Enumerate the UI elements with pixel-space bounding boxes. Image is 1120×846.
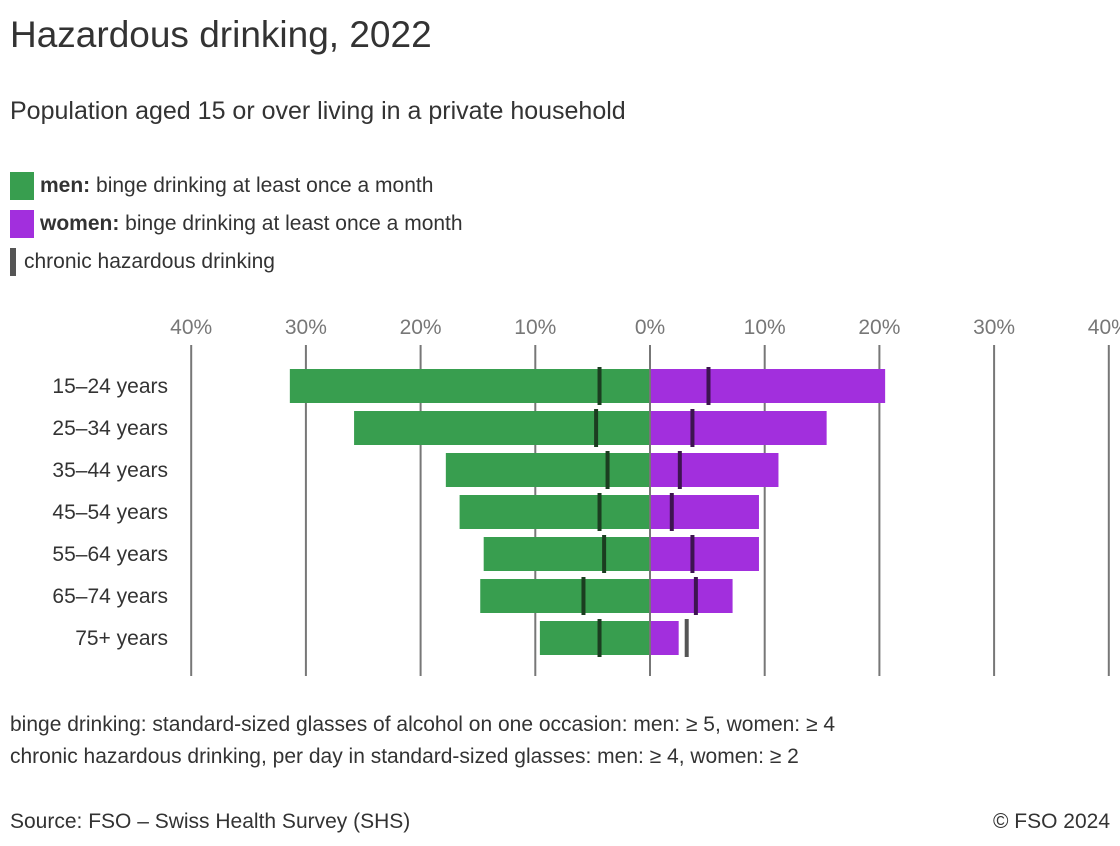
chart-plot: 40% 30% 20% 10% 0% 10% 20% 30% 40% 15–24 years 25–… [52, 316, 1120, 676]
marker-chronic-men [594, 409, 599, 447]
tick-label: 20% [858, 316, 900, 339]
bar-men [445, 453, 650, 487]
category-label: 65–74 years [52, 585, 168, 608]
bar-women [650, 369, 886, 403]
bar-women [650, 411, 827, 445]
bar-women [650, 621, 679, 655]
category-label: 35–44 years [52, 459, 168, 482]
marker-chronic-men [581, 577, 586, 615]
bar-men [480, 579, 650, 613]
tick-label: 0% [635, 316, 665, 339]
marker-chronic-men [597, 493, 602, 531]
legend-item-chronic: chronic hazardous drinking [10, 248, 275, 276]
legend-item-women: women: binge drinking at least once a mo… [10, 210, 463, 238]
marker-chronic-women [706, 367, 711, 405]
tick-label: 20% [400, 316, 442, 339]
bar-men [459, 495, 650, 529]
chart-title: Hazardous drinking, 2022 [10, 14, 432, 55]
tick-label: 40% [1088, 316, 1120, 339]
tick-label: 10% [514, 316, 556, 339]
legend-item-men: men: binge drinking at least once a mont… [10, 172, 433, 200]
footnote-chronic: chronic hazardous drinking, per day in s… [10, 745, 799, 768]
marker-chronic-women [684, 619, 689, 657]
bar-men [483, 537, 650, 571]
category-label: 55–64 years [52, 543, 168, 566]
marker-chronic-women [690, 535, 695, 573]
legend-swatch-chronic [10, 248, 16, 276]
legend-text: binge drinking at least once a month [90, 174, 434, 197]
tick-label: 10% [744, 316, 786, 339]
bar-women [650, 495, 759, 529]
marker-chronic-women [693, 577, 698, 615]
tick-label: 40% [170, 316, 212, 339]
legend-bold: men: [40, 174, 91, 197]
bar-men [354, 411, 650, 445]
bar-women [650, 579, 733, 613]
legend-swatch-men [10, 172, 34, 200]
marker-chronic-men [602, 535, 607, 573]
marker-chronic-women [669, 493, 674, 531]
chart-subtitle: Population aged 15 or over living in a p… [10, 97, 626, 125]
bar-women [650, 537, 759, 571]
source-text: Source: FSO – Swiss Health Survey (SHS) [10, 810, 411, 833]
category-label: 25–34 years [52, 417, 168, 440]
tick-label: 30% [285, 316, 327, 339]
marker-chronic-men [605, 451, 610, 489]
marker-chronic-men [597, 367, 602, 405]
tick-label: 30% [973, 316, 1015, 339]
bar-women [650, 453, 779, 487]
bar-men [289, 369, 650, 403]
marker-chronic-women [690, 409, 695, 447]
bar-men [539, 621, 650, 655]
marker-chronic-women [677, 451, 682, 489]
copyright-text: © FSO 2024 [992, 810, 1110, 833]
legend-text: binge drinking at least once a month [119, 212, 463, 235]
legend-swatch-women [10, 210, 34, 238]
category-label: 75+ years [75, 627, 168, 650]
category-label: 15–24 years [52, 375, 168, 398]
legend-bold: women: [40, 212, 120, 235]
footnote-binge: binge drinking: standard-sized glasses o… [10, 713, 836, 736]
category-label: 45–54 years [52, 501, 168, 524]
legend-text: chronic hazardous drinking [24, 250, 275, 273]
marker-chronic-men [597, 619, 602, 657]
